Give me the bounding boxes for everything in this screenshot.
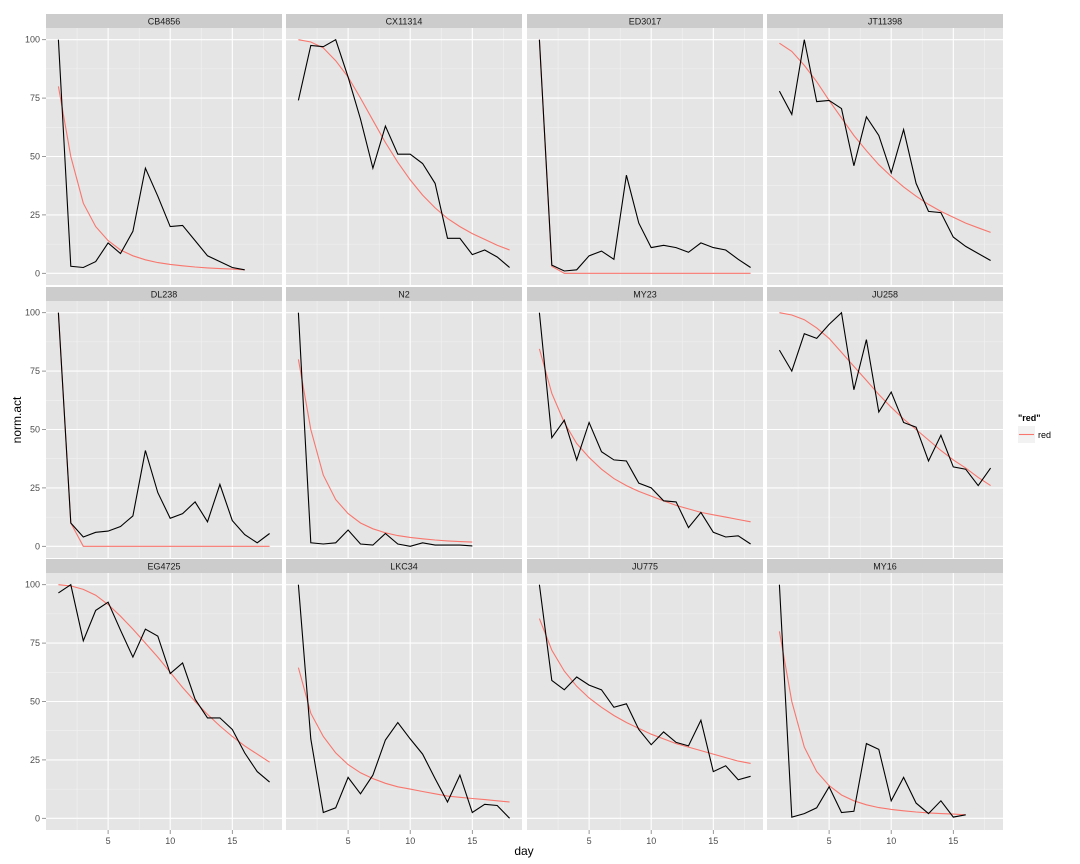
facet-strip-label: JU775: [632, 562, 658, 572]
x-tick-label: 5: [587, 836, 592, 846]
x-tick-label: 10: [646, 836, 656, 846]
y-axis-title: norm.act: [10, 396, 24, 443]
observed-line: [57, 39, 245, 271]
facet-panel: JT11398: [767, 14, 1003, 285]
x-axis-title: day: [514, 844, 533, 858]
facet-strip: [286, 14, 522, 28]
observed-line: [297, 38, 510, 268]
observed-line: [297, 584, 510, 819]
observed-line: [57, 312, 270, 544]
fit-line-red: [58, 584, 270, 763]
x-axis: 5 10 15 5 10 15 5 10 15 5 10 15: [106, 830, 958, 846]
facet-strip: [527, 559, 763, 573]
y-tick-label: 75: [30, 638, 40, 648]
facet-panel: DL238: [46, 287, 282, 558]
facet-panel: LKC34: [286, 559, 522, 830]
panels-layer: CB4856 CX11314 ED3017 JT11398 DL238 N2 MY23 JU2…: [46, 14, 1003, 830]
y-tick-label: 50: [30, 697, 40, 707]
y-tick-label: 50: [30, 425, 40, 435]
fit-line-red: [298, 39, 510, 251]
facet-strip-label: CX11314: [386, 17, 423, 27]
facet-strip: [286, 287, 522, 301]
y-tick-label: 25: [30, 483, 40, 493]
y-tick-label: 75: [30, 366, 40, 376]
observed-line: [538, 584, 751, 781]
fit-line-red: [779, 42, 991, 233]
fit-line-red: [297, 667, 510, 803]
legend: "red" red: [1018, 413, 1051, 443]
facet-strip-label: DL238: [151, 290, 178, 300]
facet-panel: CX11314: [286, 14, 522, 285]
facet-strip: [527, 14, 763, 28]
facet-strip-label: MY16: [873, 562, 897, 572]
x-tick-label: 10: [165, 836, 175, 846]
y-tick-label: 0: [35, 541, 40, 551]
facet-strip-label: LKC34: [390, 562, 418, 572]
fit-line-red: [538, 348, 751, 523]
x-tick-label: 15: [227, 836, 237, 846]
facet-strip: [46, 559, 282, 573]
fit-line-red: [538, 618, 751, 764]
observed-line: [778, 584, 966, 818]
y-tick-label: 100: [25, 308, 40, 318]
fit-line-red: [779, 312, 991, 487]
facet-strip: [767, 559, 1003, 573]
y-tick-label: 25: [30, 755, 40, 765]
legend-label-red: red: [1038, 430, 1051, 440]
x-tick-label: 5: [106, 836, 111, 846]
x-tick-label: 15: [708, 836, 718, 846]
facet-strip-label: JU258: [872, 290, 898, 300]
y-axis: 0 25 50 75 100 0 25 50 75 100 0 25 50 75 100: [25, 35, 46, 823]
facet-strip-label: CB4856: [148, 17, 181, 27]
facet-panel: JU775: [527, 559, 763, 830]
facet-panel: MY23: [527, 287, 763, 558]
observed-line: [778, 39, 991, 261]
x-tick-label: 5: [346, 836, 351, 846]
facet-panel: EG4725: [46, 559, 282, 830]
y-tick-label: 75: [30, 93, 40, 103]
y-tick-label: 0: [35, 813, 40, 823]
observed-line: [538, 312, 751, 545]
facet-panel: N2: [286, 287, 522, 558]
facet-strip-label: N2: [398, 290, 410, 300]
y-tick-label: 100: [25, 580, 40, 590]
x-tick-label: 10: [405, 836, 415, 846]
x-tick-label: 5: [827, 836, 832, 846]
observed-line: [58, 583, 270, 783]
facet-strip: [527, 287, 763, 301]
facet-panel: ED3017: [527, 14, 763, 285]
facet-strip: [767, 14, 1003, 28]
facet-panel: CB4856: [46, 14, 282, 285]
facet-strip-label: MY23: [633, 290, 657, 300]
fit-line-red: [57, 86, 245, 271]
fit-line-red: [57, 312, 270, 547]
observed-line: [778, 311, 992, 487]
facet-strip: [286, 559, 522, 573]
facet-strip-label: JT11398: [868, 17, 902, 27]
facet-strip: [46, 287, 282, 301]
facet-panel: MY16: [767, 559, 1003, 830]
x-tick-label: 10: [886, 836, 896, 846]
y-tick-label: 100: [25, 35, 40, 45]
facet-strip: [46, 14, 282, 28]
legend-title: "red": [1018, 413, 1041, 423]
y-tick-label: 25: [30, 210, 40, 220]
y-tick-label: 50: [30, 152, 40, 162]
fit-line-red: [778, 631, 966, 816]
facet-panel: JU258: [767, 287, 1003, 558]
x-tick-label: 15: [948, 836, 958, 846]
facet-strip: [767, 287, 1003, 301]
fit-line-red: [538, 39, 751, 274]
observed-line: [297, 312, 473, 547]
observed-line: [538, 39, 751, 272]
x-tick-label: 15: [467, 836, 477, 846]
y-tick-label: 0: [35, 268, 40, 278]
facet-strip-label: EG4725: [147, 562, 180, 572]
facet-strip-label: ED3017: [629, 17, 662, 27]
